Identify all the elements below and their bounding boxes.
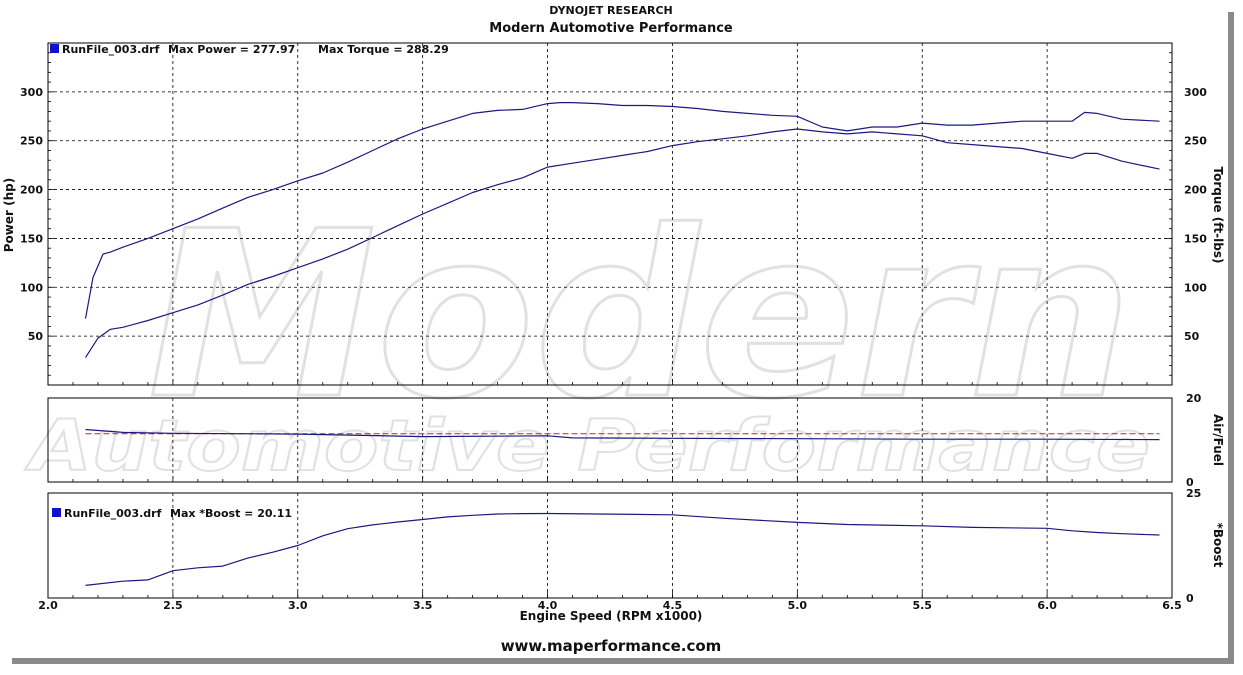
page-background — [6, 6, 1228, 658]
legend-swatch — [52, 508, 61, 517]
series-line-air-fuel — [85, 428, 1160, 441]
x-tick-label: 2.0 — [38, 599, 58, 612]
y-tick-label-right: 50 — [1184, 330, 1200, 343]
legend-swatch — [50, 44, 59, 53]
boost-panel: 0 25 — [47, 487, 1201, 605]
power-torque-legend: RunFile_003.drf Max Power = 277.97 Max T… — [50, 43, 449, 56]
plot-frame — [47, 397, 1173, 483]
x-tick-label: 6.0 — [1037, 599, 1057, 612]
y-tick-label-right: 150 — [1184, 232, 1207, 245]
y-tick-label-right: 0 — [1186, 592, 1194, 605]
y-tick-label-left: 300 — [20, 86, 43, 99]
x-axis-label: Engine Speed (RPM x1000) — [520, 609, 703, 623]
x-tick-label: 5.5 — [912, 599, 932, 612]
legend-max-boost: Max *Boost = 20.11 — [170, 507, 292, 520]
x-tick-label: 3.0 — [288, 599, 308, 612]
x-tick-label: 3.5 — [413, 599, 433, 612]
power-torque-panel: 50 50 100 100 150 150 200 200 250 250 300 300 — [20, 42, 1207, 386]
y-tick-label-right: 300 — [1184, 86, 1207, 99]
footer-url: www.maperformance.com — [501, 637, 722, 655]
legend-file: RunFile_003.drf — [64, 507, 162, 520]
watermark-line2: Automotive Performance — [24, 405, 1150, 487]
series-line-boost — [85, 512, 1160, 586]
legend-max-torque: Max Torque = 288.29 — [318, 43, 449, 56]
legend-file: RunFile_003.drf — [62, 43, 160, 56]
legend-max-power: Max Power = 277.97 — [168, 43, 295, 56]
plot-frame — [47, 492, 1173, 599]
y-tick-label-left: 50 — [28, 330, 44, 343]
air-fuel-panel: 0 20 — [47, 392, 1202, 489]
series-line-power — [84, 128, 1160, 358]
y-tick-label-right: 25 — [1186, 487, 1201, 500]
y-tick-label-right: 20 — [1186, 392, 1202, 405]
x-tick-label: 4.0 — [538, 599, 558, 612]
boost-legend: RunFile_003.drf Max *Boost = 20.11 — [52, 507, 292, 520]
torque-axis-label: Torque (ft-lbs) — [1211, 167, 1225, 264]
series-line-torque — [84, 101, 1160, 319]
x-tick-label: 6.5 — [1162, 599, 1182, 612]
y-tick-label-right: 100 — [1184, 281, 1207, 294]
y-tick-label-left: 250 — [20, 135, 43, 148]
y-tick-label-right: 200 — [1184, 184, 1207, 197]
watermark: Modern Automotive Performance — [23, 182, 1151, 489]
plot-frame — [47, 42, 1173, 386]
header-title: DYNOJET RESEARCH — [549, 4, 672, 17]
header-subtitle: Modern Automotive Performance — [489, 21, 733, 36]
air-fuel-axis-label: Air/Fuel — [1211, 414, 1225, 466]
y-tick-label-left: 200 — [20, 184, 43, 197]
boost-axis-label: *Boost — [1211, 523, 1225, 568]
y-tick-label-left: 100 — [20, 281, 43, 294]
x-tick-label: 4.5 — [663, 599, 683, 612]
y-tick-label-left: 150 — [20, 232, 43, 245]
power-axis-label: Power (hp) — [2, 178, 16, 252]
x-tick-label: 5.0 — [788, 599, 808, 612]
watermark-line1: Modern — [148, 183, 1133, 450]
y-tick-label-right: 0 — [1186, 476, 1194, 489]
x-tick-label: 2.5 — [163, 599, 183, 612]
y-tick-label-right: 250 — [1184, 135, 1207, 148]
